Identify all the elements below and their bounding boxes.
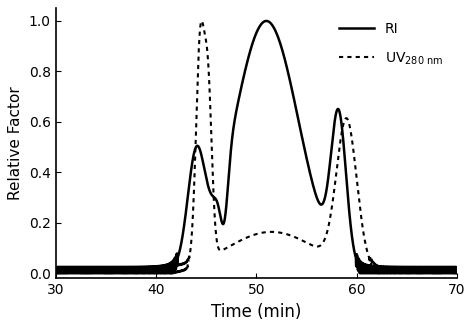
Y-axis label: Relative Factor: Relative Factor xyxy=(9,87,23,200)
UV$_{\mathregular{280\ nm}}$ xyxy=(308,243,313,247)
RI xyxy=(372,271,377,275)
UV$_{\mathregular{280\ nm}}$ xyxy=(372,262,377,266)
RI xyxy=(350,243,356,247)
UV$_{\mathregular{280\ nm}}$ xyxy=(73,267,79,271)
RI xyxy=(291,93,296,97)
X-axis label: Time (min): Time (min) xyxy=(211,303,301,321)
UV$_{\mathregular{280\ nm}}$ xyxy=(199,19,204,23)
UV$_{\mathregular{280\ nm}}$ xyxy=(291,235,296,239)
RI xyxy=(308,174,313,178)
UV$_{\mathregular{280\ nm}}$ xyxy=(454,271,460,275)
RI xyxy=(264,19,269,23)
UV$_{\mathregular{280\ nm}}$ xyxy=(53,271,59,275)
Legend: RI, UV$_{\mathregular{280\ nm}}$: RI, UV$_{\mathregular{280\ nm}}$ xyxy=(332,15,450,73)
RI xyxy=(73,265,79,269)
UV$_{\mathregular{280\ nm}}$ xyxy=(350,147,356,151)
RI xyxy=(53,271,59,275)
Line: UV$_{\mathregular{280\ nm}}$: UV$_{\mathregular{280\ nm}}$ xyxy=(56,21,457,273)
UV$_{\mathregular{280\ nm}}$ xyxy=(198,20,204,24)
RI xyxy=(198,151,204,155)
Line: RI: RI xyxy=(56,21,457,273)
RI xyxy=(454,271,460,275)
